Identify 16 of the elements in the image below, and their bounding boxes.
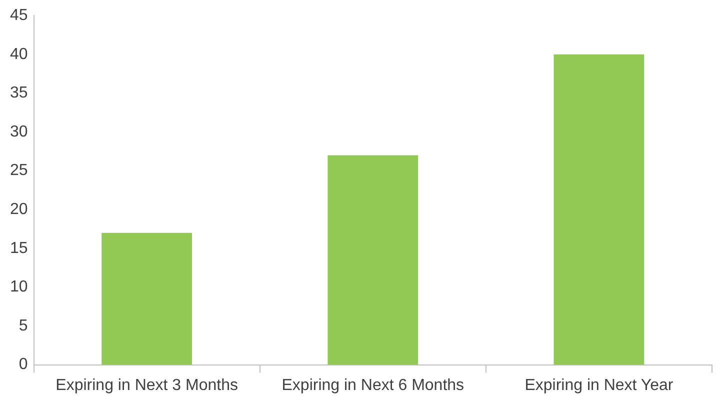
bar [554,54,644,365]
y-tick-label: 30 [10,123,28,140]
y-tick-label: 45 [10,7,28,24]
y-tick-label: 5 [18,317,28,334]
y-tick-label: 40 [10,46,28,63]
y-tick-label: 25 [10,162,28,180]
y-tick-label: 15 [10,240,28,257]
x-tick-label: Expiring in Next Year [524,376,674,394]
bar [328,155,418,365]
y-tick-label: 10 [10,278,28,296]
bar [102,232,192,365]
y-tick-label: 0 [18,356,28,374]
x-tick-label: Expiring in Next 3 Months [56,376,238,394]
y-tick-label: 35 [10,84,28,102]
y-tick-label: 20 [10,201,28,218]
x-tick-label: Expiring in Next 6 Months [282,376,464,394]
